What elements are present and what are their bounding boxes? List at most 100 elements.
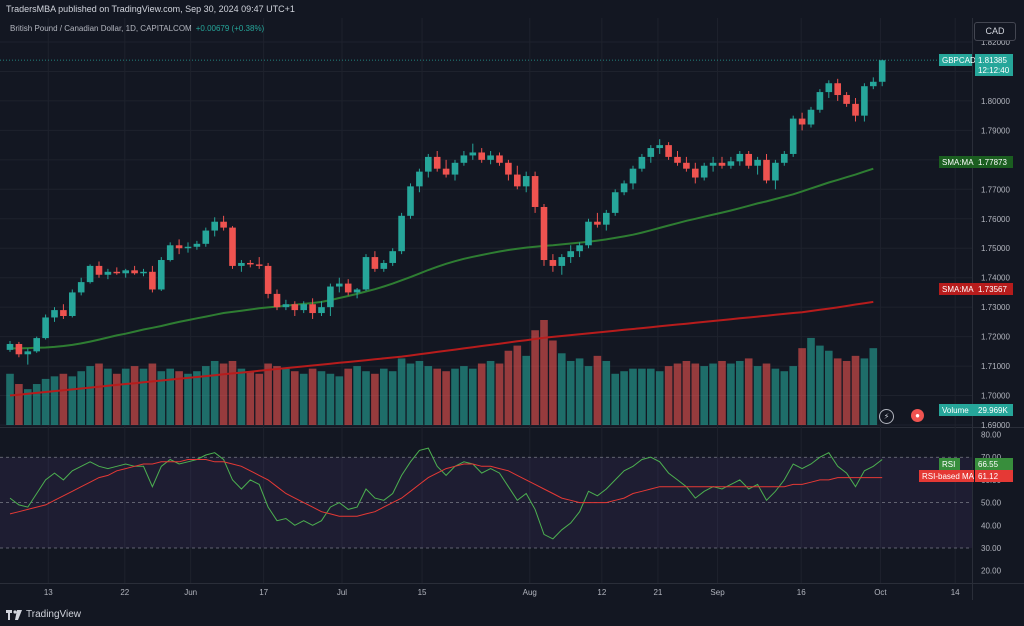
price-tick-label: 1.73000 xyxy=(981,303,1010,312)
currency-button[interactable]: CAD xyxy=(974,22,1016,41)
volume-bar xyxy=(362,371,370,425)
candle-body xyxy=(531,176,539,207)
volume-bar xyxy=(575,358,584,425)
publisher-line: TradersMBA published on TradingView.com,… xyxy=(6,4,295,14)
volume-bar xyxy=(673,363,682,425)
rsi-tick-label: 70.00 xyxy=(981,453,1002,462)
candle-body xyxy=(344,283,352,293)
candle-body xyxy=(656,145,663,149)
candle-body xyxy=(816,92,824,110)
volume-bar xyxy=(59,373,68,425)
candle-body xyxy=(487,155,494,160)
candle-body xyxy=(505,162,512,175)
volume-bar xyxy=(317,371,326,425)
volume-bar xyxy=(531,330,539,425)
volume-bar xyxy=(282,368,290,425)
volume-bar xyxy=(344,368,352,425)
rsi-ma-tag-value-bg xyxy=(975,470,1013,482)
countdown-value: 12:12:40 xyxy=(978,66,1010,75)
volume-bar xyxy=(522,355,530,425)
candle-body xyxy=(647,148,655,157)
rsi-tick-label: 20.00 xyxy=(981,567,1002,576)
time-tick-label: Jul xyxy=(337,588,347,597)
candle-body xyxy=(603,212,610,225)
volume-bar xyxy=(647,368,655,425)
candle-body xyxy=(389,251,396,263)
sma-fast-tag-bg xyxy=(939,156,975,168)
volume-bar xyxy=(682,360,691,425)
candle-body xyxy=(727,161,735,166)
volume-bar xyxy=(842,360,851,425)
volume-bar xyxy=(388,371,397,425)
tradingview-logo[interactable]: TradingView xyxy=(6,609,81,620)
price-tick-label: 1.69000 xyxy=(981,421,1010,430)
event-flag-icon[interactable]: ● xyxy=(911,409,924,422)
volume-tag: Volume 29.969K xyxy=(939,404,1013,416)
volume-bar xyxy=(193,371,201,425)
candle-body xyxy=(15,343,23,355)
candle-body xyxy=(540,206,548,261)
candle-body xyxy=(585,221,592,246)
volume-bar xyxy=(50,376,59,425)
volume-bar xyxy=(264,363,272,425)
candle-body xyxy=(469,152,477,156)
volume-bar xyxy=(727,363,735,425)
candle-body xyxy=(736,153,744,162)
price-tick-label: 1.76000 xyxy=(981,215,1010,224)
time-tick-label: 17 xyxy=(259,588,268,597)
rsi-line xyxy=(9,447,883,540)
candle-body xyxy=(433,156,441,169)
volume-bar xyxy=(246,371,255,425)
volume-bar xyxy=(477,363,486,425)
volume-bar xyxy=(620,371,628,425)
candle-body xyxy=(131,270,138,274)
rsi-tag-value: 66.55 xyxy=(978,460,999,469)
volume-bar xyxy=(638,368,646,425)
volume-bar xyxy=(602,360,611,425)
candle-body xyxy=(798,118,806,125)
candle-body xyxy=(772,162,779,181)
candle-body xyxy=(309,304,316,314)
volume-bar xyxy=(104,368,112,425)
candle-body xyxy=(33,338,40,352)
symbol-tag-bg xyxy=(939,54,972,66)
volume-bar xyxy=(700,366,708,425)
volume-bar xyxy=(353,366,361,425)
volume-bar xyxy=(6,373,14,425)
volume-bar xyxy=(513,345,522,425)
candle-body xyxy=(781,153,788,163)
volume-bar xyxy=(68,376,77,425)
lightning-icon[interactable]: ⚡ xyxy=(879,409,894,424)
volume-bar xyxy=(175,371,183,425)
candle-body xyxy=(371,257,379,269)
candle-body xyxy=(852,103,859,116)
candle-body xyxy=(95,265,103,275)
time-tick-label: Sep xyxy=(710,588,725,597)
volume-bar xyxy=(762,363,771,425)
tradingview-icon xyxy=(6,609,22,620)
candle-body xyxy=(478,152,485,160)
candle-body xyxy=(665,145,672,157)
sma-slow-tag: SMA:MA 1.73567 xyxy=(939,283,1013,295)
symbol-legend: British Pound / Canadian Dollar, 1D, CAP… xyxy=(10,24,264,33)
volume-bar xyxy=(718,360,726,425)
sma-slow-tag-bg xyxy=(939,283,975,295)
time-tick-label: 22 xyxy=(120,588,129,597)
candle-body xyxy=(620,183,628,193)
time-tick-label: Oct xyxy=(874,588,887,597)
volume-bar xyxy=(380,368,388,425)
candle-body xyxy=(380,262,388,269)
volume-bar xyxy=(825,350,833,425)
candle-body xyxy=(638,156,646,169)
sma-fast-tag: SMA:MA 1.77873 xyxy=(939,156,1013,168)
volume-bar xyxy=(709,363,717,425)
sma-fast-tag-label: SMA:MA xyxy=(942,158,974,167)
volume-bar xyxy=(326,373,335,425)
candle-body xyxy=(576,245,583,252)
price-tick-label: 1.80000 xyxy=(981,97,1010,106)
candle-body xyxy=(247,262,254,265)
candle-body xyxy=(166,245,174,261)
volume-bar xyxy=(736,360,744,425)
